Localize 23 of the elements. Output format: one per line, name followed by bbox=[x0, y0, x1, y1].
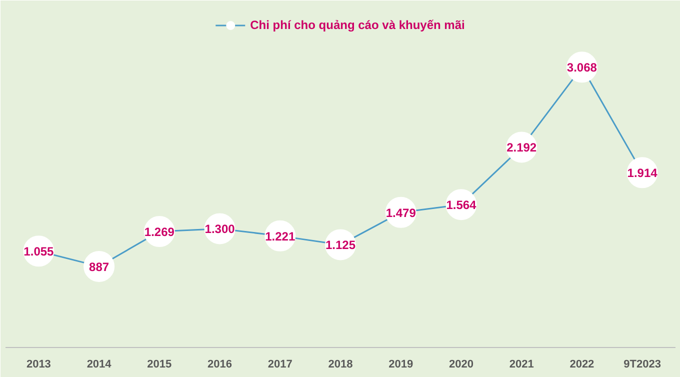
data-label: 887 bbox=[89, 260, 110, 274]
data-label: 1.300 bbox=[204, 222, 236, 236]
x-tick-label: 2022 bbox=[570, 358, 594, 370]
data-label: 1.914 bbox=[627, 166, 658, 180]
x-tick-label: 2014 bbox=[86, 358, 112, 370]
x-tick-label: 2015 bbox=[147, 358, 172, 370]
x-tick-label: 2019 bbox=[388, 358, 414, 370]
x-tick-label: 2020 bbox=[448, 358, 474, 370]
data-label: 3.068 bbox=[566, 60, 598, 75]
x-tick-label: 2018 bbox=[328, 358, 353, 370]
data-label: 1.055 bbox=[24, 244, 54, 259]
data-label: 1.125 bbox=[325, 238, 356, 252]
data-label: 1.479 bbox=[386, 206, 416, 220]
x-tick-label: 2016 bbox=[208, 358, 232, 370]
x-tick-label: 2017 bbox=[268, 358, 292, 370]
data-label: 2.192 bbox=[506, 140, 537, 155]
data-label: 1.564 bbox=[446, 198, 477, 212]
legend-label: Chi phí cho quảng cáo và khuyến mãi bbox=[250, 18, 465, 32]
data-label: 1.221 bbox=[265, 229, 296, 244]
data-label: 1.269 bbox=[144, 225, 175, 240]
x-tick-label: 9T2023 bbox=[624, 358, 661, 370]
x-tick-label: 2013 bbox=[26, 358, 51, 370]
x-tick-label: 2021 bbox=[509, 358, 534, 370]
